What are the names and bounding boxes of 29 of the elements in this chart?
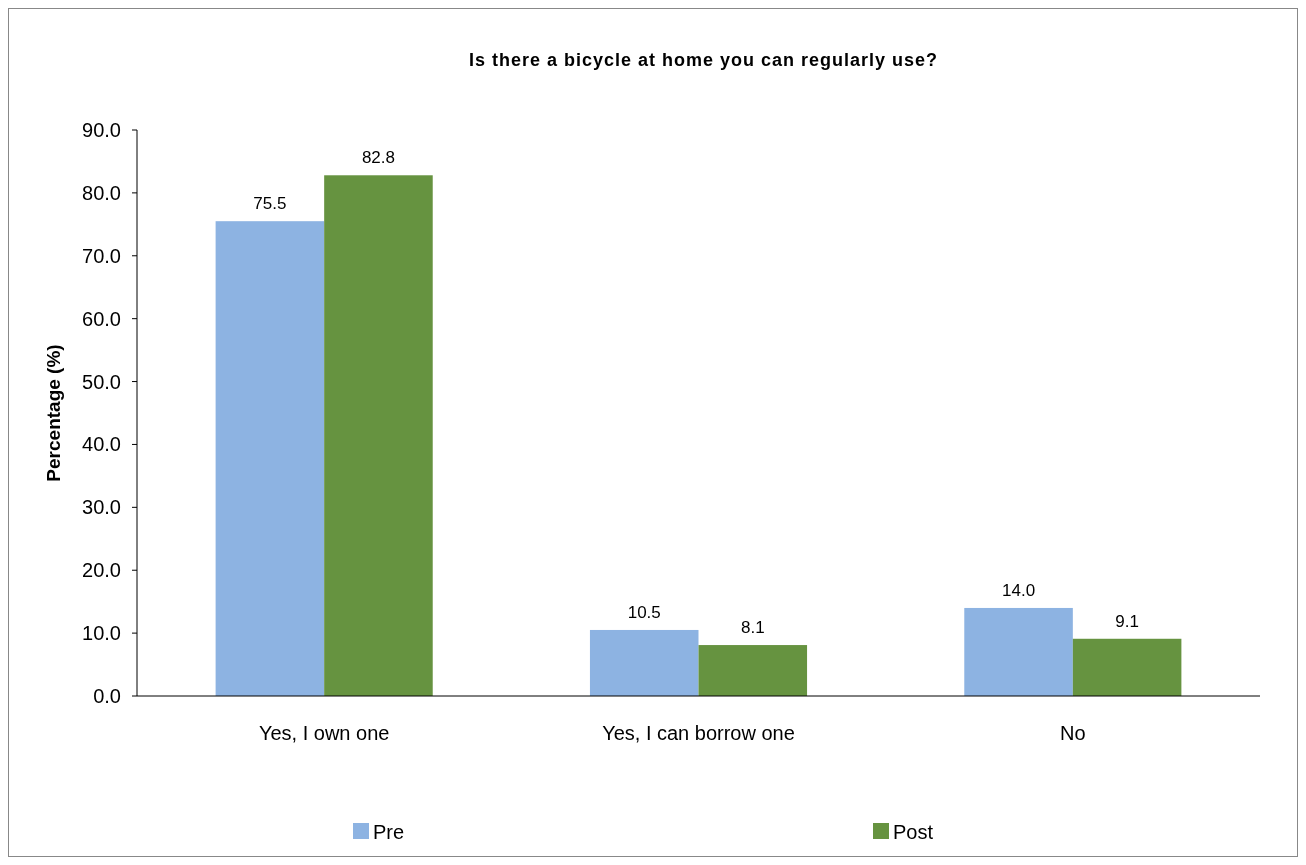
bar: [698, 645, 808, 696]
y-tick-label: 20.0: [82, 559, 121, 582]
x-tick-label: Yes, I own one: [258, 722, 390, 744]
data-label: 8.1: [740, 618, 765, 638]
bar: [215, 221, 325, 696]
chart-title: Is there a bicycle at home you can regularly use?: [468, 50, 939, 70]
data-label: 14.0: [1002, 580, 1036, 600]
bar: [324, 175, 433, 696]
data-label: 9.1: [1115, 611, 1139, 631]
bar: [589, 629, 699, 696]
y-tick-label: 70.0: [82, 244, 121, 267]
y-tick-label: 30.0: [82, 496, 121, 519]
y-tick-label: 40.0: [82, 433, 121, 456]
y-axis-title: Percentage (%): [43, 344, 64, 482]
bar: [1072, 638, 1182, 696]
y-tick-label: 80.0: [82, 181, 121, 204]
y-tick-label: 0.0: [93, 685, 121, 707]
x-tick-label: Yes, I can borrow one: [602, 722, 795, 744]
legend-label: Pre: [373, 821, 405, 843]
y-tick-label: 60.0: [82, 307, 121, 330]
y-tick-label: 50.0: [82, 370, 121, 393]
data-label: 82.8: [361, 148, 395, 168]
y-tick-label: 10.0: [82, 622, 121, 645]
y-tick-label: 90.0: [82, 119, 121, 141]
data-label: 75.5: [253, 194, 287, 214]
data-label: 10.5: [627, 602, 661, 622]
legend-label: Post: [893, 821, 934, 843]
x-tick-label: No: [1060, 722, 1086, 744]
bar: [964, 607, 1073, 696]
